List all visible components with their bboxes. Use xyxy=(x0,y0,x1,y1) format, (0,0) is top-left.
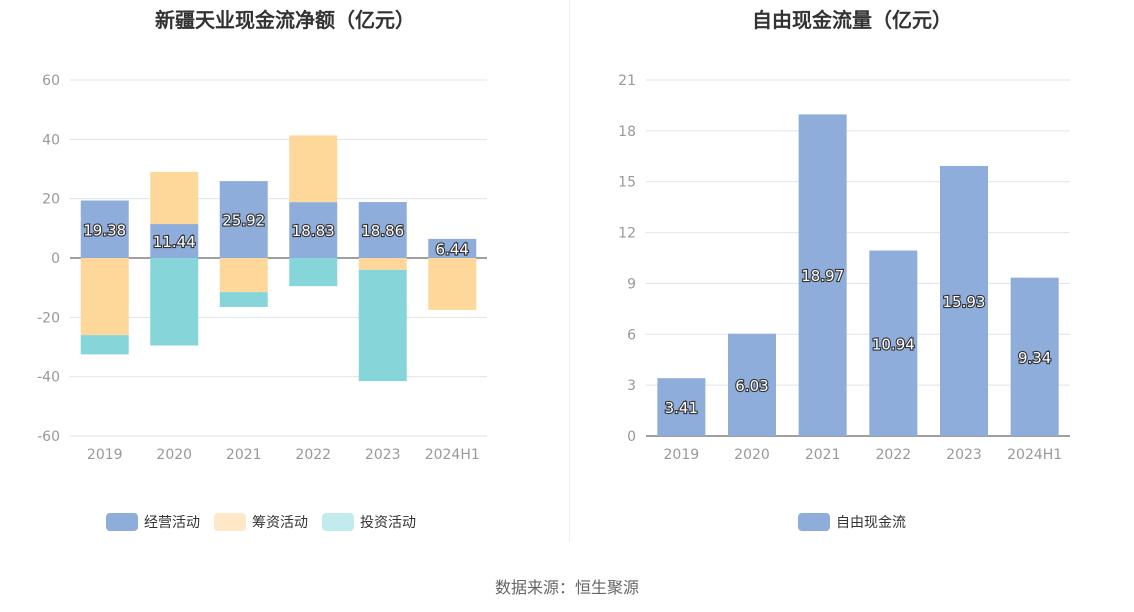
x-tick-label-1: 2023 xyxy=(946,447,982,463)
data-label-1-0: 3.41 xyxy=(665,399,698,417)
legend-item-free-cash-flow[interactable]: 自由现金流 xyxy=(798,512,906,532)
data-label-1-3: 10.94 xyxy=(872,335,915,353)
bar-1-0-4 xyxy=(940,165,988,436)
bar-1-0-3 xyxy=(869,250,918,436)
y-tick-label-1: 21 xyxy=(618,73,636,89)
data-label-0-3: 18.83 xyxy=(292,222,335,240)
y-tick-label-0: 20 xyxy=(42,192,60,208)
x-tick-label-1: 2024H1 xyxy=(1007,447,1062,463)
panel-divider xyxy=(569,0,570,542)
y-tick-label-1: 18 xyxy=(618,124,636,140)
right-legend: 自由现金流 xyxy=(798,512,906,532)
bar-0-2-0 xyxy=(80,335,129,355)
y-tick-label-0: 0 xyxy=(51,251,60,267)
y-tick-label-1: 0 xyxy=(627,429,636,445)
y-tick-label-1: 12 xyxy=(618,226,636,242)
data-label-1-1: 6.03 xyxy=(735,377,768,395)
data-label-1-2: 18.97 xyxy=(801,267,844,285)
x-tick-label-0: 2024H1 xyxy=(425,447,480,463)
bar-0-0-5 xyxy=(428,238,477,258)
legend-swatch-free-cash-flow xyxy=(798,513,830,531)
x-tick-label-1: 2019 xyxy=(664,447,700,463)
data-label-1-4: 15.93 xyxy=(943,293,986,311)
bar-0-1-3 xyxy=(289,135,338,203)
bar-0-1-0 xyxy=(80,258,129,336)
x-tick-label-0: 2022 xyxy=(295,447,331,463)
bar-1-0-1 xyxy=(728,333,776,436)
y-tick-label-0: -60 xyxy=(37,429,60,445)
bar-0-1-4 xyxy=(358,258,407,270)
legend-label-financing: 筹资活动 xyxy=(252,515,308,531)
data-label-0-5: 6.44 xyxy=(436,240,469,258)
legend-swatch-operating xyxy=(106,513,138,531)
legend-item-financing[interactable]: 筹资活动 xyxy=(214,512,308,532)
y-tick-label-1: 15 xyxy=(618,175,636,191)
legend-label-operating: 经营活动 xyxy=(144,515,200,531)
left-chart-title: 新疆天业现金流净额（亿元） xyxy=(155,8,415,32)
bar-1-0-5 xyxy=(1010,277,1059,436)
data-label-0-0: 19.38 xyxy=(83,221,126,239)
bar-1-0-2 xyxy=(798,114,847,436)
x-tick-label-0: 2023 xyxy=(365,447,401,463)
bar-0-1-1 xyxy=(150,171,199,225)
y-tick-label-1: 9 xyxy=(627,276,636,292)
x-tick-label-1: 2022 xyxy=(876,447,912,463)
legend-item-investing[interactable]: 投资活动 xyxy=(322,512,416,532)
x-tick-label-1: 2021 xyxy=(805,447,841,463)
data-label-0-2: 25.92 xyxy=(222,212,265,230)
data-label-0-4: 18.86 xyxy=(361,222,404,240)
bar-0-0-0 xyxy=(80,200,129,258)
legend-swatch-investing xyxy=(322,513,354,531)
legend-item-operating[interactable]: 经营活动 xyxy=(106,512,200,532)
left-legend: 经营活动 筹资活动 投资活动 xyxy=(106,512,416,532)
bar-0-0-1 xyxy=(150,224,199,258)
x-tick-label-0: 2020 xyxy=(156,447,192,463)
x-tick-label-0: 2019 xyxy=(87,447,123,463)
x-tick-label-1: 2020 xyxy=(734,447,770,463)
y-tick-label-0: -40 xyxy=(37,370,60,386)
bar-0-0-2 xyxy=(219,181,268,258)
bar-0-2-2 xyxy=(219,292,268,307)
bar-0-2-4 xyxy=(358,269,407,382)
right-chart-title: 自由现金流量（亿元） xyxy=(752,8,952,32)
legend-swatch-financing xyxy=(214,513,246,531)
bar-1-0-0 xyxy=(657,378,706,436)
y-tick-label-0: -20 xyxy=(37,310,60,326)
y-tick-label-0: 40 xyxy=(42,132,60,148)
x-tick-label-0: 2021 xyxy=(226,447,262,463)
y-tick-label-1: 3 xyxy=(627,378,636,394)
legend-label-investing: 投资活动 xyxy=(360,515,416,531)
data-label-1-5: 9.34 xyxy=(1018,349,1051,367)
bar-0-2-3 xyxy=(289,258,338,287)
data-source-note: 数据来源：恒生聚源 xyxy=(494,578,639,597)
y-tick-label-1: 6 xyxy=(627,327,636,343)
bar-0-1-5 xyxy=(428,258,477,310)
bar-0-0-4 xyxy=(358,202,407,258)
bar-0-2-1 xyxy=(150,258,199,346)
legend-label-free-cash-flow: 自由现金流 xyxy=(836,515,906,531)
bar-0-0-3 xyxy=(289,202,338,258)
y-tick-label-0: 60 xyxy=(42,73,60,89)
data-label-0-1: 11.44 xyxy=(153,233,196,251)
bar-0-1-2 xyxy=(219,258,268,293)
